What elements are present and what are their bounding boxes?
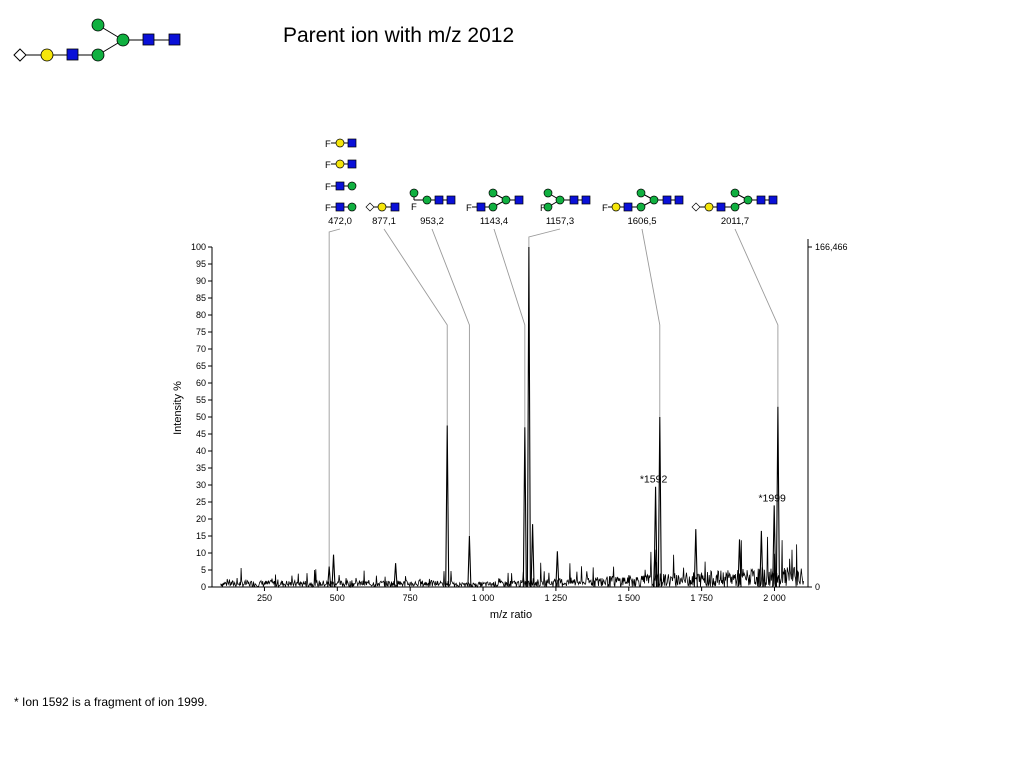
svg-text:F: F — [325, 182, 331, 193]
y-tick-label: 80 — [196, 310, 206, 320]
y-tick-label: 15 — [196, 531, 206, 541]
y-tick-label: 60 — [196, 378, 206, 388]
mannose-icon — [116, 33, 130, 47]
leader-line — [528, 228, 561, 247]
y-tick-label: 70 — [196, 344, 206, 354]
annotation-label: 1143,4 — [480, 216, 508, 227]
peak-472 — [327, 566, 332, 588]
sialic-acid-icon — [13, 48, 27, 62]
svg-text:F: F — [325, 160, 331, 171]
y-tick-label: 65 — [196, 361, 206, 371]
peak-953.2 — [467, 535, 472, 588]
leader-line — [328, 228, 341, 567]
svg-text:F: F — [602, 203, 608, 214]
peak-1606.5 — [657, 416, 662, 588]
y-tick-label: 35 — [196, 463, 206, 473]
baseline-noise — [220, 536, 804, 589]
leader-line — [734, 228, 779, 407]
y-tick-label: 55 — [196, 395, 206, 405]
peak-1255 — [555, 551, 560, 588]
y-tick-label: 100 — [191, 242, 206, 252]
y-tick-label: 40 — [196, 446, 206, 456]
galactose-icon — [40, 48, 54, 62]
peak-annotations: 472,0 877,1 953,2 1143,4 1157,3 1606,5 2011,7 *… — [328, 216, 786, 504]
x-tick-label: 2 000 — [763, 593, 786, 603]
spectrum-trace — [220, 536, 804, 589]
annotation-label: 1606,5 — [627, 216, 656, 227]
fragment-structures: F F F F — [325, 138, 778, 214]
x-tick-label: 1 250 — [545, 593, 568, 603]
glcnac-icon — [168, 33, 181, 46]
fragment-1143: F — [466, 188, 524, 214]
fragment-2011 — [691, 188, 778, 212]
fragment-1606: F — [602, 188, 684, 214]
axes: 0 5 10 15 20 25 30 35 40 45 50 55 60 65 70 75 80 85 90 95 10… — [191, 239, 812, 603]
peak-1170 — [530, 524, 535, 588]
y-tick-label: 30 — [196, 480, 206, 490]
y-tick-label: 95 — [196, 259, 206, 269]
glcnac-icon — [142, 33, 155, 46]
svg-text:F: F — [540, 203, 546, 214]
annotation-label: 877,1 — [372, 216, 396, 227]
peak-1999 — [772, 505, 777, 588]
x-tick-label: 750 — [403, 593, 418, 603]
glcnac-icon — [66, 48, 79, 61]
right-axis-top-label: 166,466 — [815, 242, 848, 252]
y-tick-label: 75 — [196, 327, 206, 337]
annotation-label: 2011,7 — [721, 216, 749, 227]
x-tick-label: 1 750 — [690, 593, 713, 603]
peak-700 — [393, 563, 398, 588]
fragment-1157: F — [540, 188, 591, 214]
y-tick-label: 10 — [196, 548, 206, 558]
svg-text:F: F — [466, 203, 472, 214]
x-tick-label: 250 — [257, 593, 272, 603]
peak-1590 — [652, 549, 658, 588]
marked-peak-label: *1999 — [758, 492, 786, 504]
marked-peak-label: *1592 — [640, 474, 668, 486]
x-tick-label: 1 000 — [472, 593, 495, 603]
mannose-icon — [91, 18, 105, 32]
peak-1157.3 — [526, 246, 531, 588]
peak-1880 — [737, 539, 742, 588]
svg-text:F: F — [325, 203, 331, 214]
y-tick-label: 50 — [196, 412, 206, 422]
y-tick-label: 20 — [196, 514, 206, 524]
annotation-label: 1157,3 — [546, 216, 574, 227]
fragment-472-stack: F F F F — [325, 138, 357, 214]
peak-1143.4 — [522, 427, 527, 588]
x-tick-label: 1 500 — [617, 593, 640, 603]
peak-1730 — [693, 529, 698, 588]
leader-line — [383, 228, 448, 426]
peak-leader-lines — [328, 228, 779, 567]
annotation-label: 472,0 — [328, 216, 352, 227]
peak-877.1 — [445, 425, 450, 588]
leader-line — [641, 228, 661, 417]
mannose-icon — [91, 48, 105, 62]
y-tick-label: 5 — [201, 565, 206, 575]
x-axis-label: m/z ratio — [490, 609, 532, 621]
y-tick-label: 85 — [196, 293, 206, 303]
footnote: * Ion 1592 is a fragment of ion 1999. — [14, 695, 208, 709]
spectrum-peaks — [327, 246, 780, 588]
x-tick-label: 500 — [330, 593, 345, 603]
parent-glycan-structure — [13, 18, 181, 62]
svg-text:F: F — [325, 139, 331, 150]
peak-487 — [331, 554, 336, 588]
y-axis-label: Intensity % — [172, 381, 184, 435]
page-title: Parent ion with m/z 2012 — [283, 24, 515, 47]
leader-line — [493, 228, 526, 428]
annotation-label: 953,2 — [420, 216, 444, 227]
peak-1955 — [759, 530, 764, 588]
y-tick-label: 0 — [201, 582, 206, 592]
leader-line — [431, 228, 470, 536]
right-axis-bottom-label: 0 — [815, 582, 820, 592]
y-tick-label: 90 — [196, 276, 206, 286]
y-tick-label: 45 — [196, 429, 206, 439]
svg-text:F: F — [411, 202, 417, 213]
peak-2011.7 — [775, 406, 780, 588]
fragment-877 — [365, 202, 400, 212]
y-tick-label: 25 — [196, 497, 206, 507]
fragment-953: F — [409, 188, 456, 213]
